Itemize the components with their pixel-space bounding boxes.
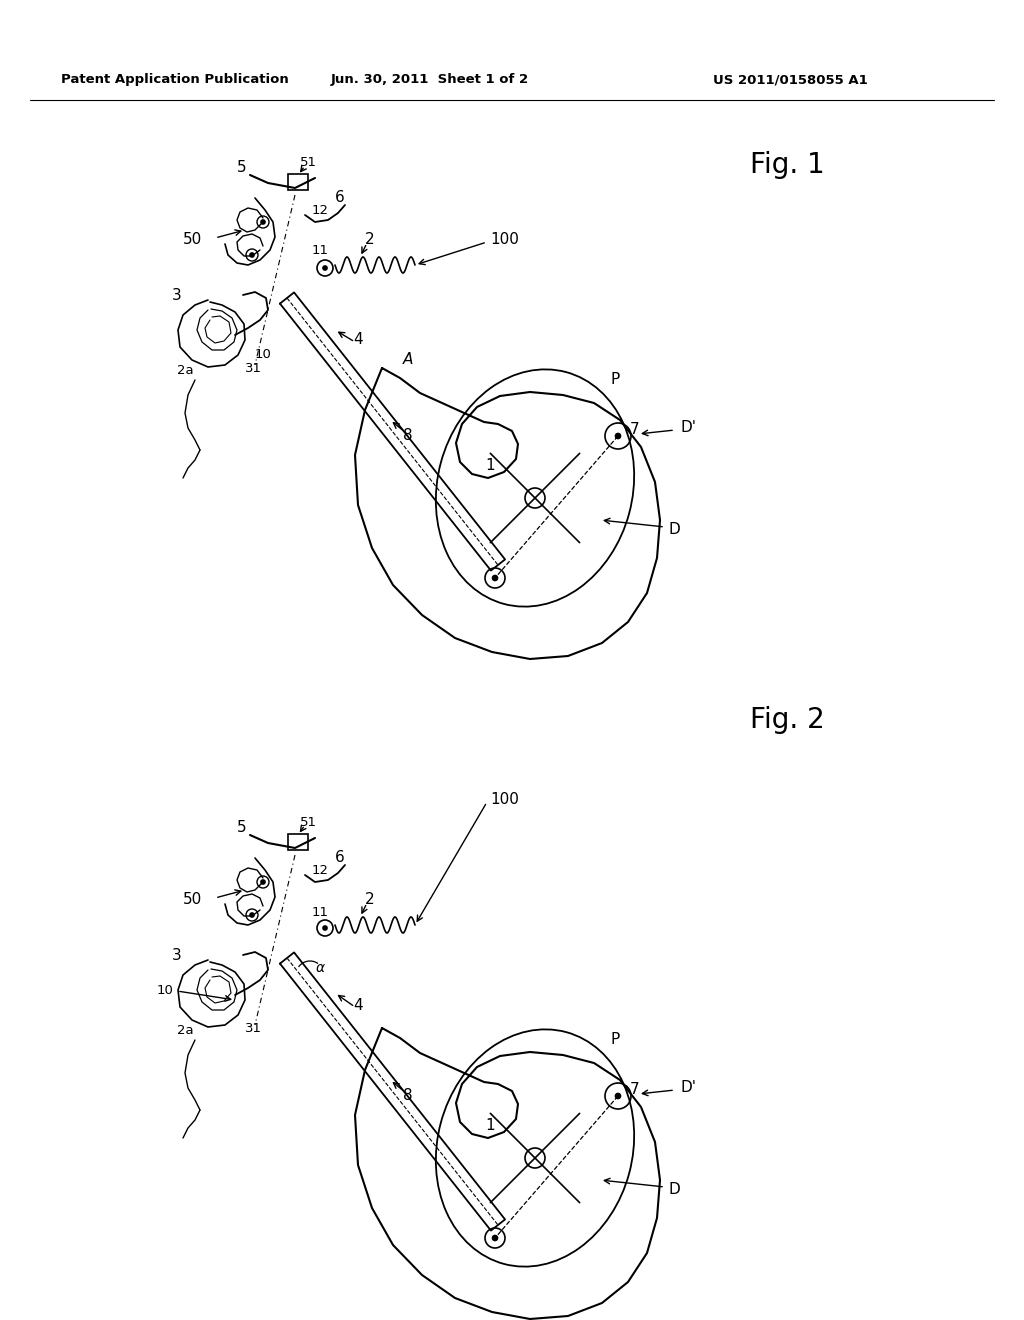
Text: 8: 8 (403, 1088, 413, 1102)
Text: 2a: 2a (177, 1023, 194, 1036)
Text: 7: 7 (630, 1082, 640, 1097)
Text: 31: 31 (245, 362, 261, 375)
Circle shape (250, 913, 254, 917)
Text: 3: 3 (172, 948, 182, 962)
Text: 11: 11 (311, 243, 329, 256)
Text: 3: 3 (172, 288, 182, 302)
Circle shape (323, 267, 327, 271)
Text: 10: 10 (156, 983, 173, 997)
Text: 5: 5 (238, 161, 247, 176)
Text: A: A (402, 352, 414, 367)
Text: 2: 2 (366, 892, 375, 908)
Text: 4: 4 (353, 333, 362, 347)
Text: 6: 6 (335, 190, 345, 205)
Text: 51: 51 (299, 157, 316, 169)
Text: 4: 4 (353, 998, 362, 1012)
Circle shape (323, 927, 327, 931)
Text: 5: 5 (238, 821, 247, 836)
Text: P: P (610, 372, 620, 388)
Text: 51: 51 (299, 816, 316, 829)
Text: 12: 12 (311, 863, 329, 876)
Text: Fig. 1: Fig. 1 (750, 150, 824, 180)
Text: 2: 2 (366, 232, 375, 248)
Text: 100: 100 (490, 232, 519, 248)
Text: 2a: 2a (177, 363, 194, 376)
Text: D: D (668, 1183, 680, 1197)
Text: D': D' (680, 421, 696, 436)
Text: 11: 11 (311, 906, 329, 919)
Circle shape (493, 576, 498, 581)
Circle shape (615, 433, 621, 438)
Text: 8: 8 (403, 428, 413, 442)
Text: Patent Application Publication: Patent Application Publication (61, 74, 289, 87)
Circle shape (615, 1093, 621, 1098)
Text: 50: 50 (182, 232, 202, 248)
Text: 50: 50 (182, 892, 202, 908)
Text: 7: 7 (630, 422, 640, 437)
Text: US 2011/0158055 A1: US 2011/0158055 A1 (713, 74, 867, 87)
Text: P: P (610, 1032, 620, 1048)
Text: 31: 31 (245, 1022, 261, 1035)
Text: Jun. 30, 2011  Sheet 1 of 2: Jun. 30, 2011 Sheet 1 of 2 (331, 74, 529, 87)
Text: 12: 12 (311, 203, 329, 216)
Text: Fig. 2: Fig. 2 (750, 706, 824, 734)
Circle shape (261, 220, 265, 224)
Text: α: α (315, 961, 325, 975)
Bar (288, 174, 308, 190)
Circle shape (261, 880, 265, 884)
Text: D': D' (680, 1081, 696, 1096)
Bar (288, 834, 308, 850)
Text: 10: 10 (255, 348, 271, 362)
Text: D: D (668, 523, 680, 537)
Text: 1: 1 (485, 1118, 495, 1133)
Text: 1: 1 (485, 458, 495, 473)
Text: 6: 6 (335, 850, 345, 865)
Text: 100: 100 (490, 792, 519, 808)
Circle shape (250, 253, 254, 257)
Circle shape (493, 1236, 498, 1241)
